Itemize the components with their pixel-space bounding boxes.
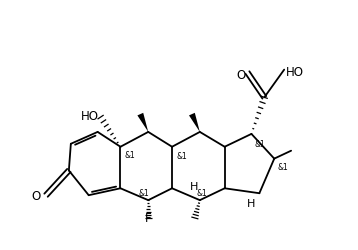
Text: HO: HO [81,109,98,122]
Text: F: F [145,212,151,224]
Polygon shape [137,114,148,132]
Text: H: H [247,198,256,208]
Text: &1: &1 [255,140,265,149]
Text: &1: &1 [197,188,207,197]
Text: HO: HO [286,66,304,79]
Text: &1: &1 [125,150,135,160]
Text: &1: &1 [277,162,288,171]
Text: O: O [32,189,41,202]
Polygon shape [189,114,200,132]
Text: &1: &1 [139,188,150,197]
Text: O: O [236,69,246,82]
Text: H: H [190,182,198,192]
Text: &1: &1 [176,152,187,160]
